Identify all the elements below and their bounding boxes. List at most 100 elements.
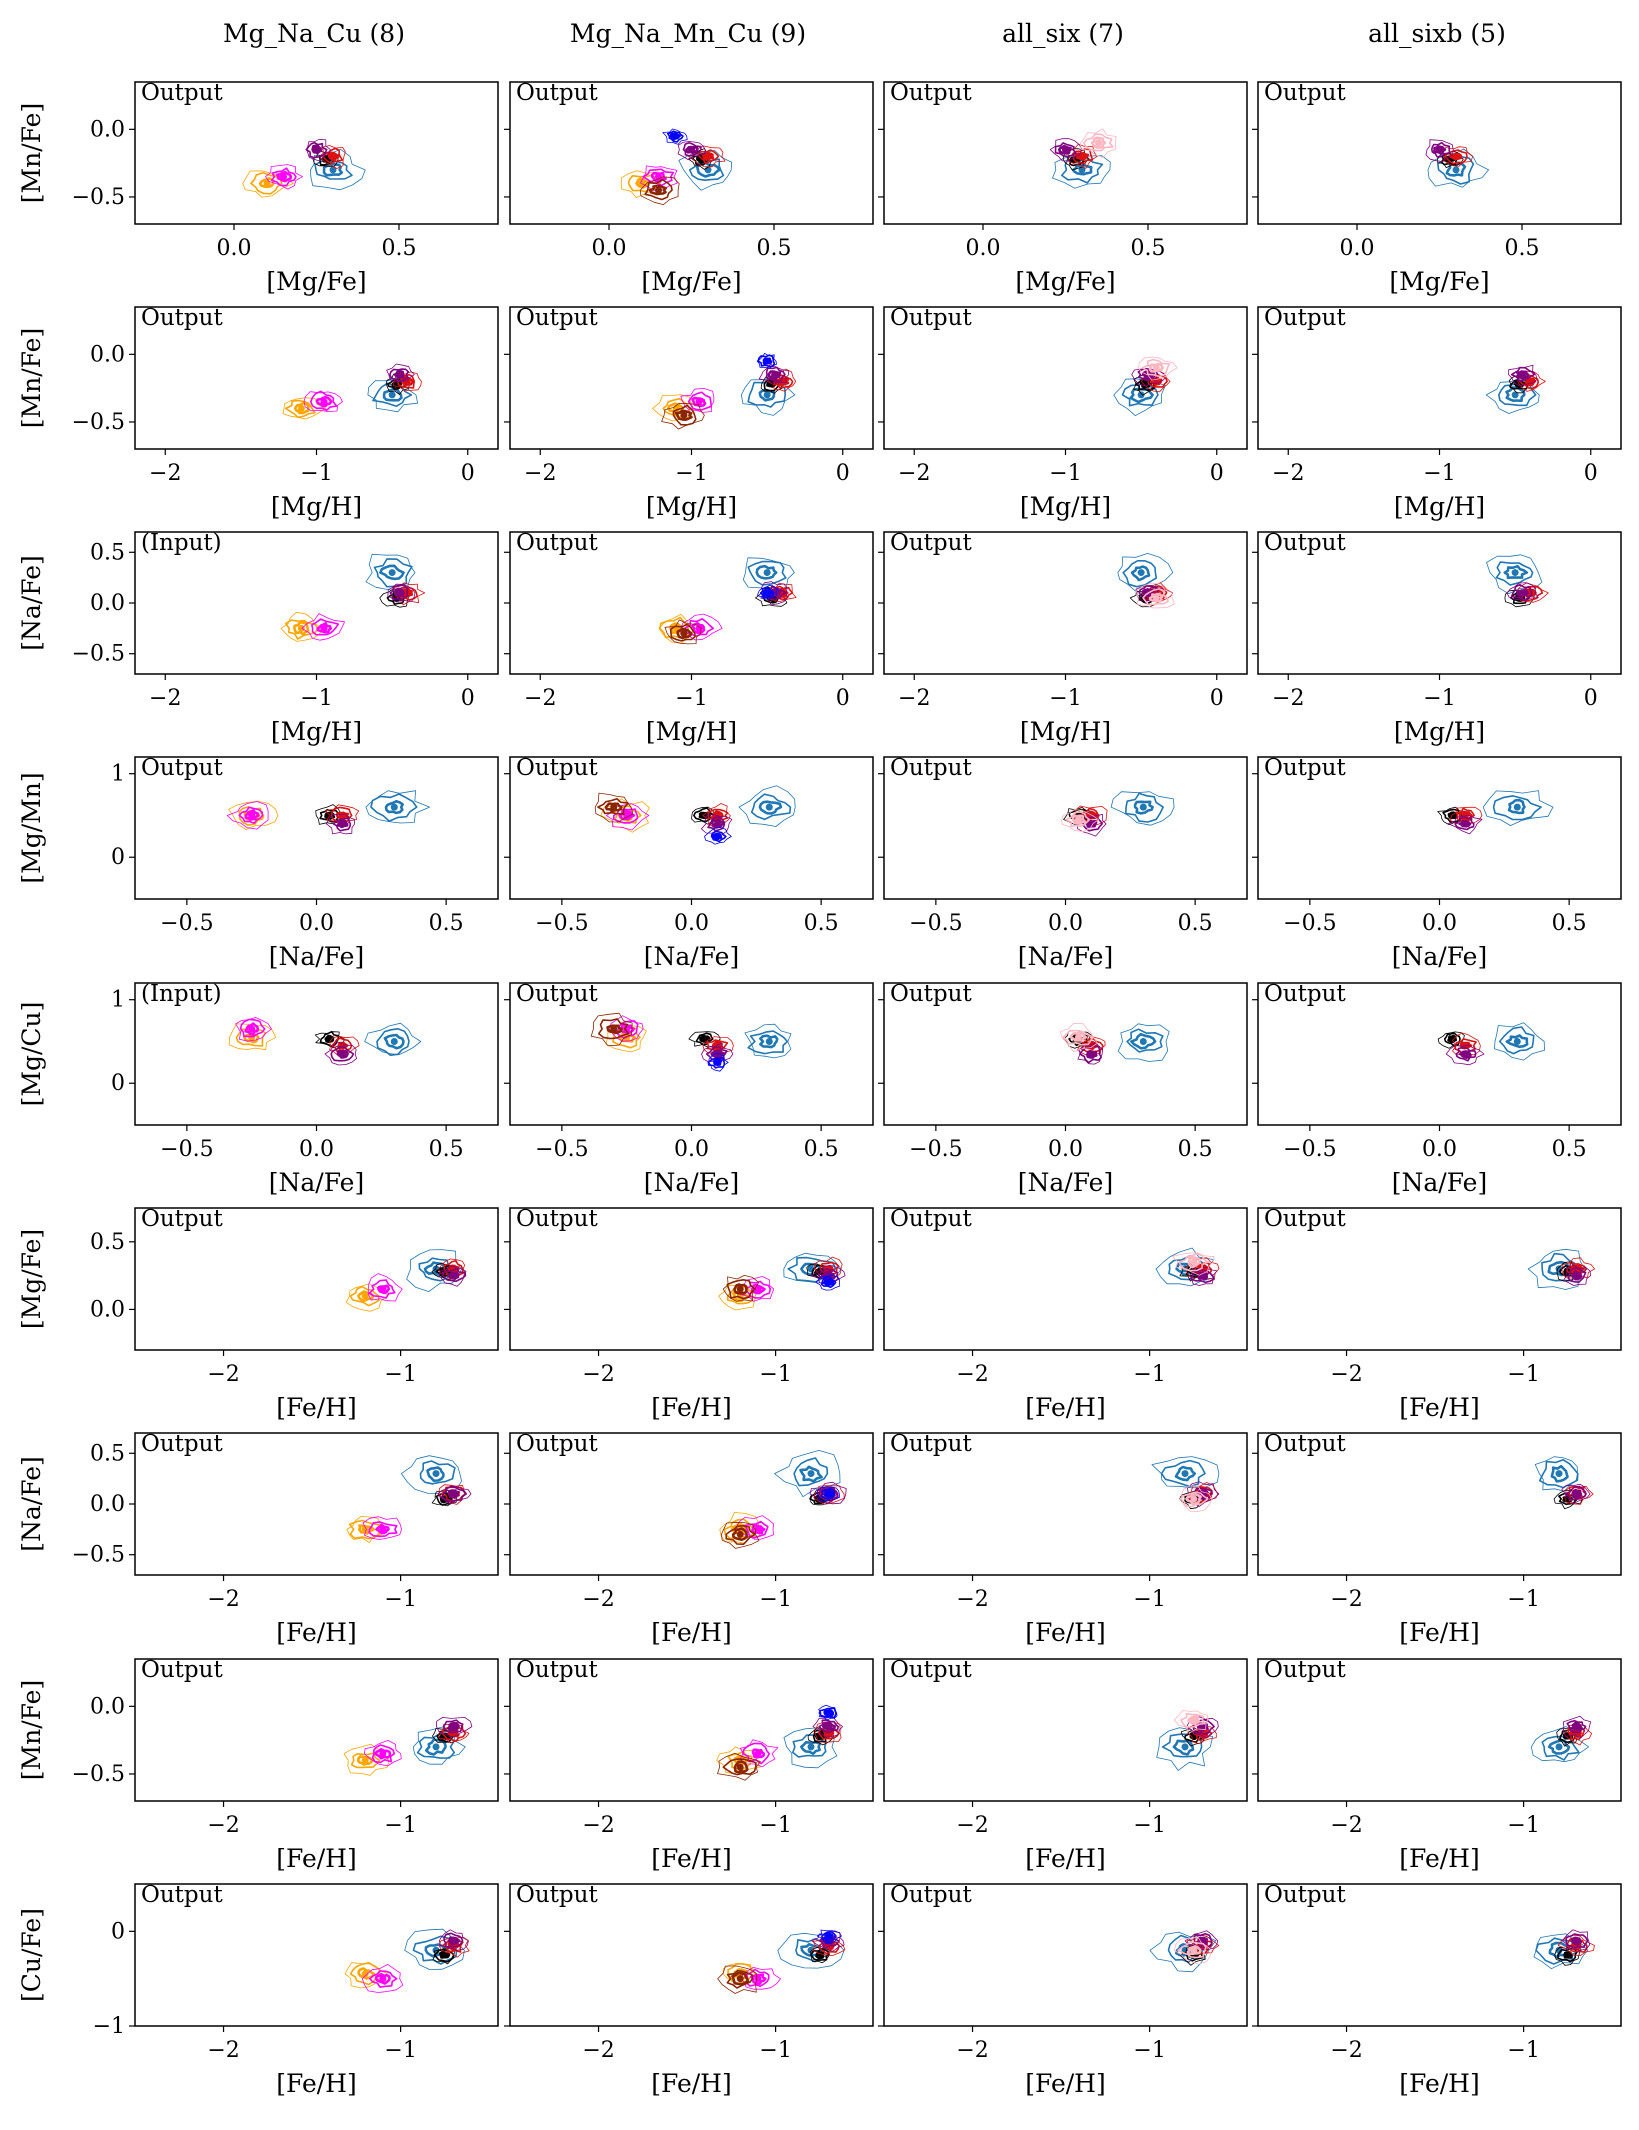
x-axis-label: [Fe/H] <box>1399 1393 1480 1422</box>
contour-set <box>1117 553 1175 609</box>
contour-level-1 <box>364 1022 422 1056</box>
x-tick-label: −2 <box>149 686 181 711</box>
contour-level-2 <box>1510 583 1533 602</box>
x-tick-label: −1 <box>384 1362 416 1387</box>
panel-r5-c2: −0.5 0.0 0.5 [Na/Fe] Output <box>504 981 874 1197</box>
panel-r3-c2: −2 −1 0 [Mg/H] Output <box>504 530 874 746</box>
x-axis-label: [Fe/H] <box>651 1844 732 1873</box>
contour-level-2 <box>1178 1253 1209 1272</box>
x-tick-label: −2 <box>1272 686 1304 711</box>
contour-level-2 <box>1065 811 1091 828</box>
x-tick-label: 0 <box>836 461 850 486</box>
contour-level-2 <box>726 1279 756 1300</box>
x-axis-label: [Fe/H] <box>276 2069 357 2098</box>
contour-peak <box>695 398 703 406</box>
x-tick-label: −0.5 <box>160 1137 213 1162</box>
contour-level-2 <box>696 149 720 165</box>
contour-level-1 <box>600 798 650 833</box>
contour-level-2 <box>1160 1459 1206 1488</box>
x-tick-label: 0 <box>836 686 850 711</box>
contour-peak <box>1137 569 1145 577</box>
contour-level-2 <box>612 808 639 824</box>
x-axis-label: [Mg/H] <box>646 717 737 746</box>
contour-level-2 <box>818 1719 840 1734</box>
contour-level-2 <box>1125 792 1164 823</box>
y-tick-label: 1 <box>111 988 125 1013</box>
x-tick-label: 0.0 <box>1340 236 1375 261</box>
contour-peak <box>388 391 396 399</box>
contour-level-2 <box>747 1030 789 1055</box>
contour-level-1 <box>361 1964 404 1993</box>
contour-level-1 <box>235 1017 272 1042</box>
x-tick-label: 0.0 <box>674 1137 709 1162</box>
x-tick-label: 0.5 <box>429 911 464 936</box>
y-axis-label: [Na/Fe] <box>17 555 46 650</box>
contour-level-1 <box>809 1481 847 1505</box>
contour-peak <box>825 1709 833 1717</box>
contour-level-3 <box>618 809 636 821</box>
contour-peak <box>1137 391 1145 399</box>
x-tick-label: 0.0 <box>299 1137 334 1162</box>
x-tick-label: −2 <box>582 1362 614 1387</box>
panel-tag: (Input) <box>141 530 222 556</box>
contour-set <box>1149 1930 1220 1973</box>
contour-level-3 <box>750 1524 766 1535</box>
x-tick-label: −1 <box>759 1587 791 1612</box>
panel-row-4: −0.5 0.0 0.5 [Na/Fe] 1 0 [Mg/Mn] Output −0.5 0.0 0… <box>17 755 1622 971</box>
contour-set <box>1530 1715 1592 1763</box>
y-tick-label: 0.0 <box>90 342 125 367</box>
panel-r1-c3: 0.0 0.5 [Mg/Fe] Output <box>878 80 1248 296</box>
x-axis-label: [Na/Fe] <box>1018 1168 1113 1197</box>
x-axis-label: [Fe/H] <box>651 1393 732 1422</box>
contour-set <box>1437 790 1554 835</box>
x-tick-label: −1 <box>759 1362 791 1387</box>
contour-set <box>345 1249 467 1312</box>
contour-level-3 <box>710 1049 726 1059</box>
contour-peak <box>713 1058 721 1066</box>
panel-r6-c3: −2 −1 [Fe/H] Output <box>878 1206 1248 1422</box>
panel-r6-c2: −2 −1 [Fe/H] Output <box>504 1206 874 1422</box>
x-tick-label: −2 <box>1330 1587 1362 1612</box>
contour-peak <box>825 1932 833 1940</box>
contour-level-1 <box>324 804 360 826</box>
contour-level-2 <box>314 159 353 180</box>
x-tick-label: 0 <box>1210 461 1224 486</box>
x-tick-label: 0.0 <box>1048 1137 1083 1162</box>
panel-r3-c3: −2 −1 0 [Mg/H] Output <box>878 530 1248 746</box>
contour-set <box>228 1017 422 1066</box>
panel-tag: Output <box>1264 1882 1346 1908</box>
contour-level-1 <box>812 1937 846 1956</box>
contour-level-2 <box>322 147 344 164</box>
contour-level-3 <box>1570 1270 1583 1281</box>
x-axis-label: [Mg/Fe] <box>1015 267 1115 296</box>
contour-peak <box>1564 1951 1572 1959</box>
panel-tag: Output <box>1264 1657 1346 1683</box>
contour-level-2 <box>1083 133 1114 152</box>
contour-level-1 <box>265 164 304 190</box>
contour-peak <box>280 173 287 181</box>
panel-r7-c4: −2 −1 [Fe/H] Output <box>1252 1431 1622 1647</box>
contour-level-1 <box>280 611 325 642</box>
contour-level-1 <box>1527 1248 1586 1290</box>
x-axis-label: [Mg/H] <box>1020 717 1111 746</box>
x-axis-label: [Fe/H] <box>651 2069 732 2098</box>
contour-level-2 <box>707 816 726 832</box>
y-tick-label: 0 <box>111 1919 125 1944</box>
contour-peak <box>441 1951 449 1959</box>
contour-peak <box>771 371 779 379</box>
x-tick-label: −1 <box>1049 461 1081 486</box>
contour-level-2 <box>687 391 713 411</box>
contour-level-2 <box>1431 141 1451 158</box>
contour-level-3 <box>1148 592 1164 603</box>
contour-level-1 <box>1562 1715 1591 1739</box>
contour-level-1 <box>1563 1264 1591 1286</box>
contour-level-2 <box>349 1285 380 1307</box>
axes-frame <box>134 81 499 225</box>
x-tick-label: −2 <box>582 2038 614 2063</box>
contour-peak <box>1078 152 1086 160</box>
contour-set <box>1425 139 1489 188</box>
contour-peak <box>450 1272 458 1280</box>
x-tick-label: −1 <box>384 1813 416 1838</box>
contour-level-1 <box>325 813 356 835</box>
x-tick-label: −2 <box>207 2038 239 2063</box>
